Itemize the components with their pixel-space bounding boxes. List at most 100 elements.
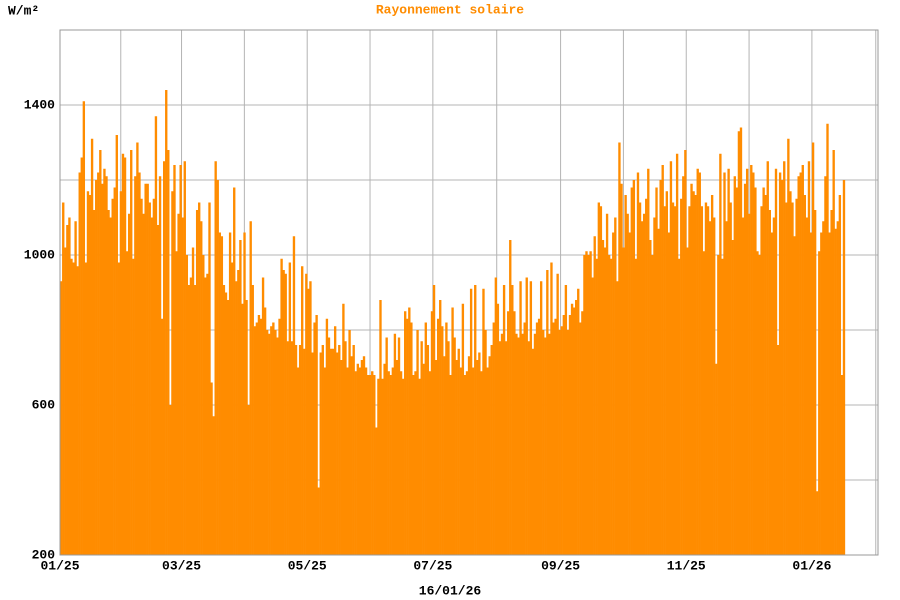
bar — [296, 367, 300, 555]
bar — [583, 255, 586, 555]
bar — [150, 217, 153, 555]
bar — [704, 202, 708, 555]
bar — [113, 187, 116, 555]
bar — [560, 326, 563, 555]
bar — [348, 330, 351, 555]
x-tick-label: 07/25 — [413, 558, 452, 573]
bar — [352, 345, 355, 555]
bar — [148, 202, 151, 555]
bar — [678, 258, 681, 555]
bar — [778, 172, 782, 555]
bar — [766, 161, 769, 555]
bar — [539, 281, 543, 555]
bar — [700, 206, 704, 555]
bar — [472, 367, 475, 555]
bar — [519, 281, 522, 555]
bar — [484, 330, 487, 555]
bar — [224, 292, 228, 555]
bar — [655, 187, 658, 555]
bar — [220, 236, 224, 555]
bar — [408, 307, 411, 555]
bar — [156, 225, 160, 555]
bar — [111, 198, 114, 555]
bar — [208, 202, 211, 555]
bar — [727, 168, 730, 555]
bar — [465, 371, 469, 555]
bar — [735, 187, 739, 555]
bar — [270, 326, 273, 555]
bar — [307, 288, 310, 555]
bar — [612, 232, 615, 555]
bar — [62, 202, 65, 555]
bar — [329, 348, 333, 555]
bar — [797, 176, 800, 555]
bar — [381, 378, 384, 555]
bar — [228, 232, 232, 555]
bar — [105, 176, 108, 555]
bar — [313, 322, 316, 555]
bar — [739, 127, 743, 555]
bar — [486, 367, 489, 555]
bar — [793, 236, 796, 555]
bar — [154, 116, 158, 555]
bar — [305, 273, 308, 555]
bar — [558, 330, 561, 555]
bar — [268, 333, 271, 555]
bar — [92, 210, 96, 555]
bar — [589, 251, 592, 555]
bar — [616, 281, 619, 555]
bar — [828, 232, 831, 555]
x-tick-label: 11/25 — [667, 558, 706, 573]
bar — [404, 311, 407, 555]
bar — [393, 333, 397, 555]
bar — [459, 367, 462, 555]
bar — [533, 333, 537, 555]
bar — [706, 206, 710, 555]
bar — [826, 123, 829, 555]
bar — [344, 341, 347, 555]
bar — [309, 281, 312, 555]
bar — [702, 251, 706, 555]
bar — [476, 360, 479, 555]
bar — [566, 330, 570, 555]
bar — [430, 311, 434, 555]
bar — [181, 217, 184, 555]
bar — [86, 191, 90, 555]
bar — [630, 187, 633, 555]
bar — [204, 277, 207, 555]
bar — [119, 191, 123, 555]
bar — [809, 232, 813, 555]
bar — [237, 270, 240, 555]
bar — [813, 210, 817, 555]
bar — [101, 183, 104, 555]
bar — [741, 217, 745, 555]
bar — [690, 183, 693, 555]
bar — [165, 90, 168, 555]
bar — [758, 255, 761, 555]
bar — [552, 322, 555, 555]
bar — [682, 176, 685, 555]
bar — [628, 232, 631, 555]
bar — [179, 165, 182, 555]
bar — [642, 213, 646, 555]
bar — [591, 277, 594, 555]
bar — [838, 195, 842, 555]
bar — [478, 352, 481, 555]
bar — [603, 247, 607, 555]
bar — [830, 210, 833, 555]
bar — [311, 352, 314, 555]
bar — [492, 322, 495, 555]
bar — [622, 247, 625, 555]
bar — [202, 255, 205, 555]
bar — [469, 288, 473, 555]
bar — [733, 176, 736, 555]
bar — [842, 180, 846, 555]
bar — [805, 217, 809, 555]
bar — [785, 202, 788, 555]
bar — [799, 172, 802, 555]
bar — [422, 363, 425, 555]
x-tick-label: 01/25 — [40, 558, 79, 573]
bar — [791, 202, 794, 555]
bar — [354, 371, 357, 555]
bar — [163, 161, 166, 555]
